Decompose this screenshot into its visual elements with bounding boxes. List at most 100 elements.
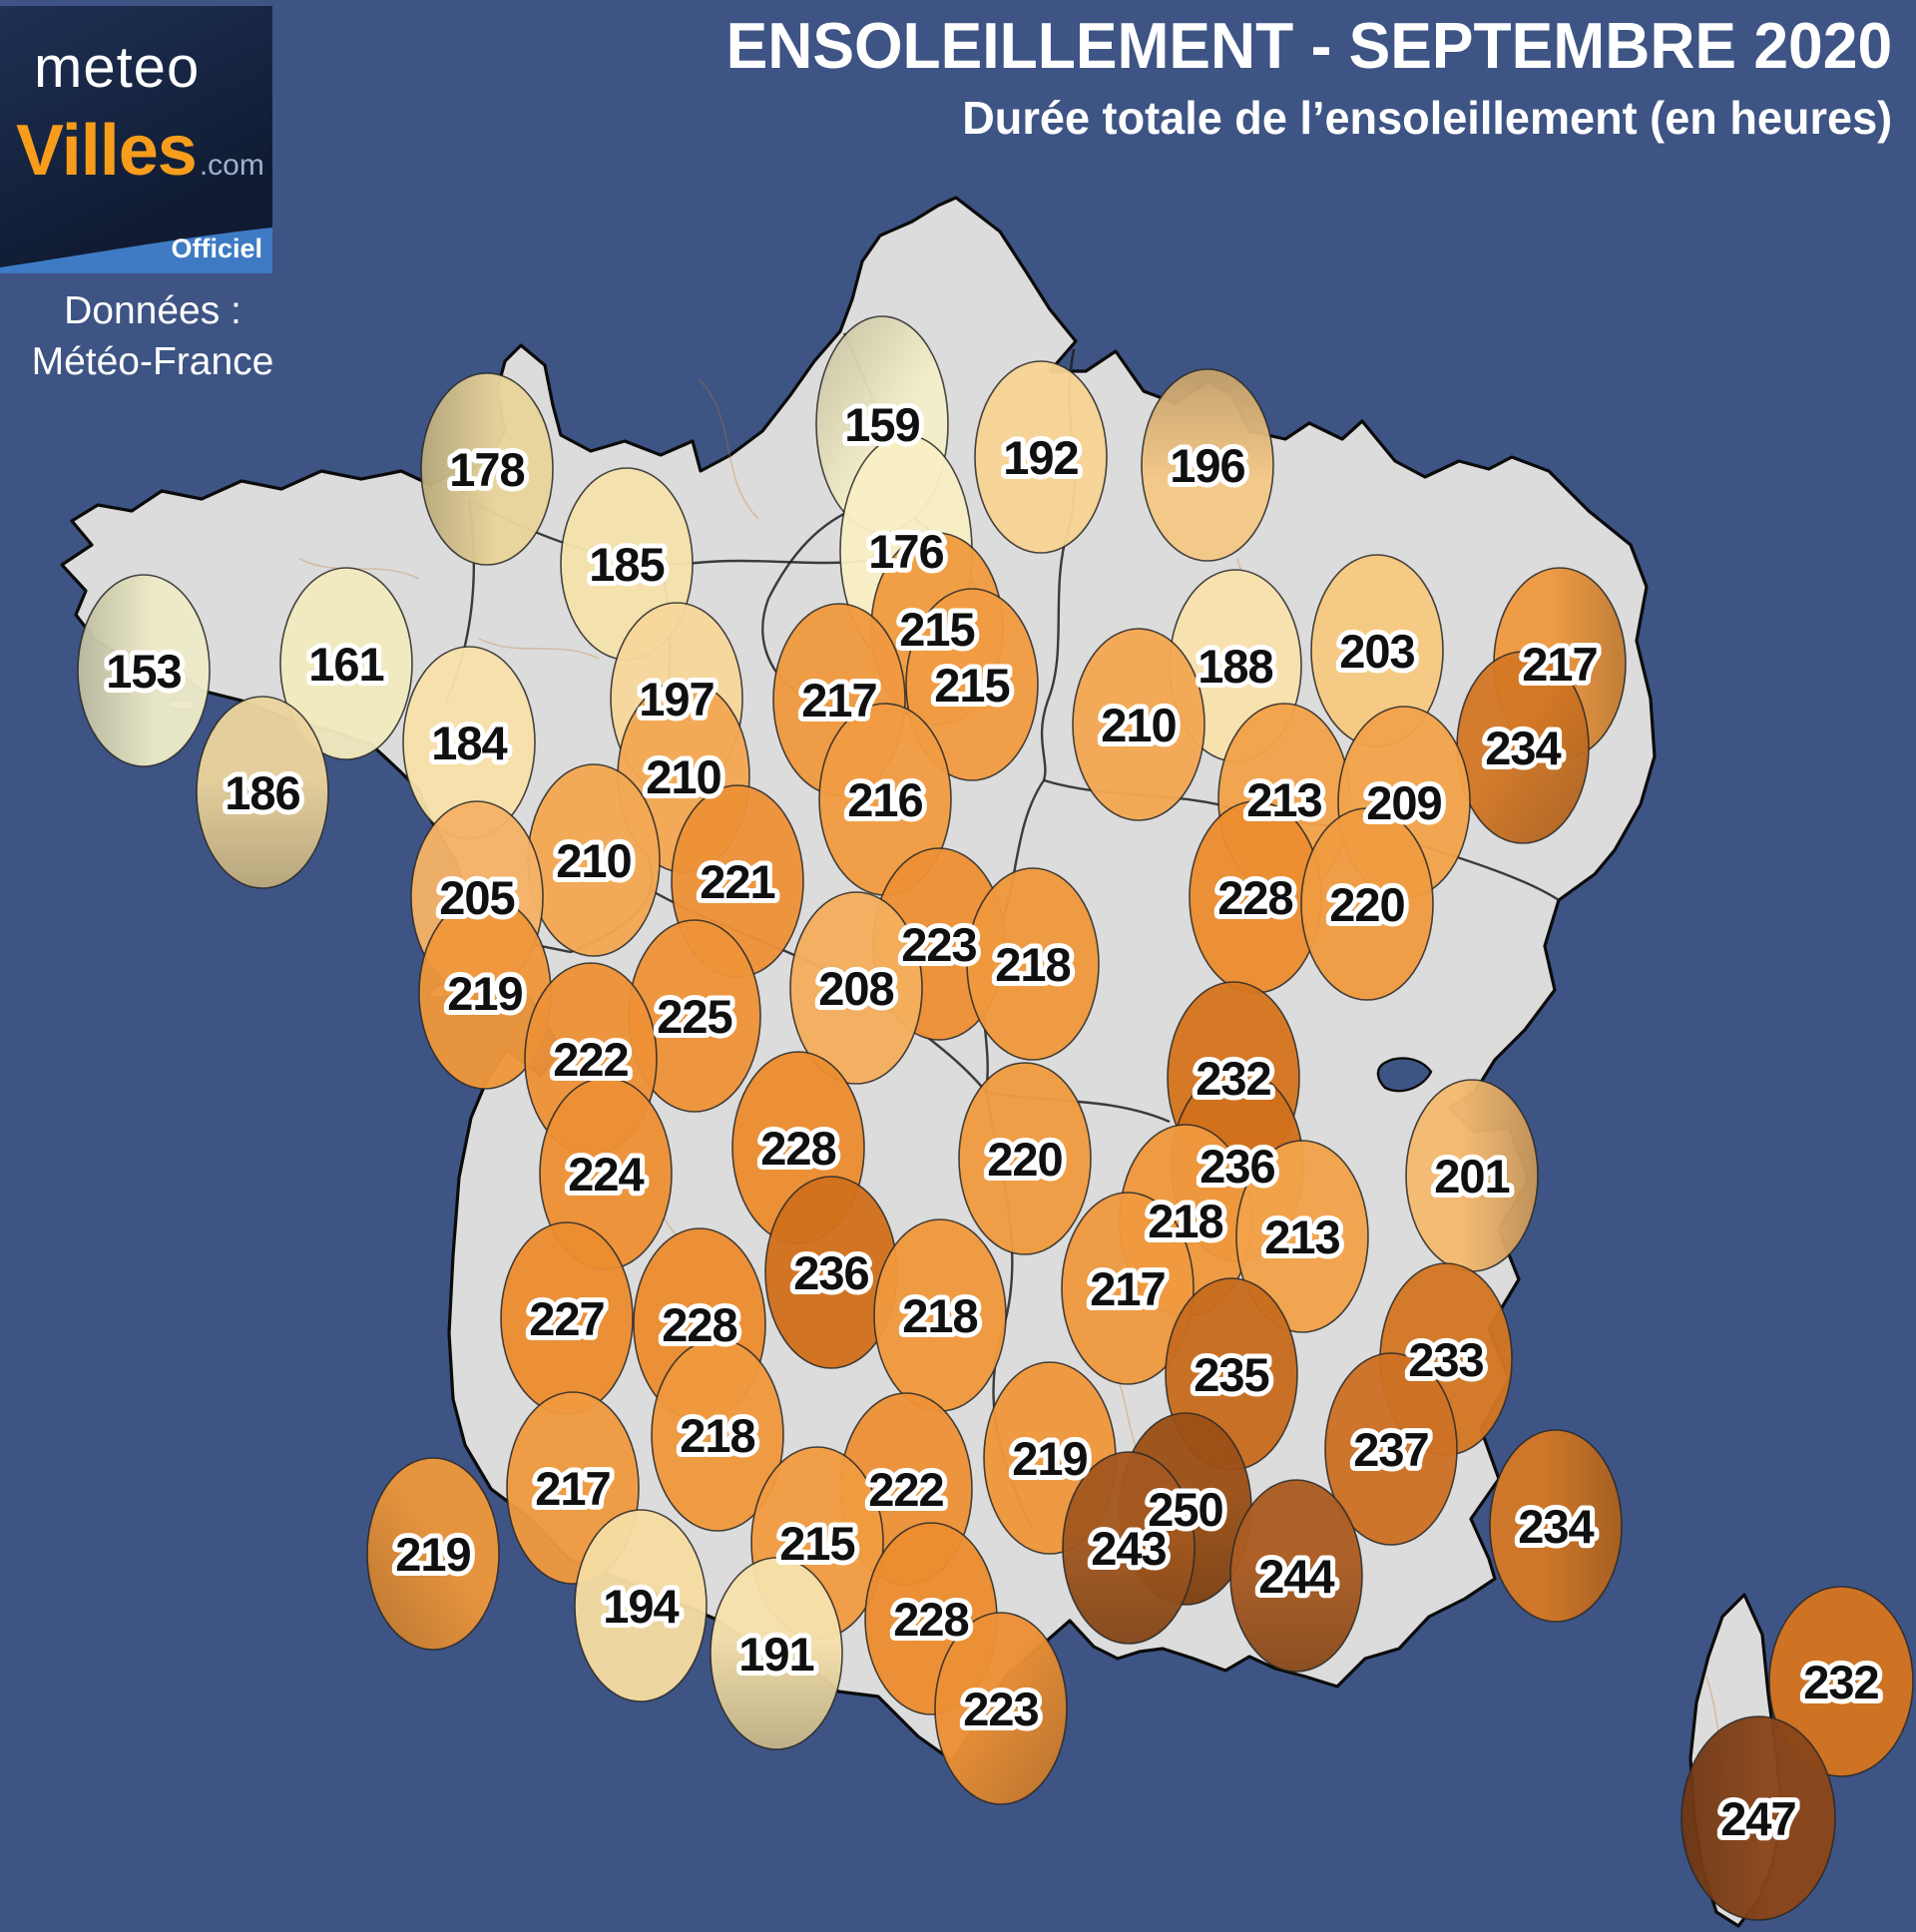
sunshine-value: 192 [1003,431,1078,484]
sunshine-value: 205 [439,871,514,924]
sunshine-bubble [1229,1479,1363,1673]
sunshine-value: 215 [934,659,1009,712]
sunshine-value: 219 [447,967,522,1020]
sunshine-value: 232 [1803,1656,1878,1708]
sunshine-value: 222 [868,1463,943,1516]
header: ENSOLEILLEMENT - SEPTEMBRE 2020 Durée to… [678,8,1892,145]
sunshine-value: 209 [1366,776,1441,829]
logo-text-villes: Villes .com [16,110,264,192]
sunshine-bubble [366,1457,500,1651]
sunshine-bubble [974,360,1108,554]
sunshine-bubble [1062,1451,1196,1645]
sunshine-bubble [958,1062,1092,1255]
logo-text-com: .com [199,149,264,182]
sunshine-value: 217 [1090,1262,1165,1315]
sunshine-value: 217 [1522,638,1597,691]
sunshine-value: 228 [1217,871,1292,924]
sunshine-value: 222 [553,1033,628,1086]
logo-text-meteo: meteo [34,35,201,100]
sunshine-value: 213 [1264,1210,1339,1263]
sunshine-value: 219 [1012,1432,1087,1485]
sunshine-value: 161 [308,638,383,691]
sunshine-value: 218 [680,1409,754,1462]
sunshine-bubble [1768,1586,1914,1777]
sunshine-value: 197 [639,673,714,725]
source-line1: Données : [64,289,241,332]
sunshine-bubble [934,1612,1068,1805]
sunshine-value: 232 [1196,1052,1270,1105]
sunshine-value: 237 [1353,1423,1428,1476]
sunshine-value: 223 [963,1683,1038,1735]
sunshine-value: 218 [1148,1195,1222,1247]
sunshine-value: 215 [899,603,974,656]
sunshine-value: 250 [1148,1483,1222,1536]
sunshine-value: 203 [1339,625,1414,678]
sunshine-value: 196 [1170,439,1244,492]
sunshine-bubble [77,574,211,767]
sunshine-value: 185 [589,538,664,591]
sunshine-value: 218 [902,1289,977,1342]
sunshine-value: 223 [901,918,976,971]
sunshine-bubble [420,372,554,566]
sunshine-value: 178 [449,443,524,496]
logo-badge-officiel: Officiel [171,234,262,263]
logo-swoosh-icon [0,228,272,273]
sunshine-value: 225 [657,990,731,1043]
sunshine-value: 236 [793,1246,868,1299]
sunshine-value: 191 [738,1628,813,1681]
sunshine-value: 244 [1258,1550,1334,1603]
sunshine-value: 194 [603,1580,679,1633]
sunshine-bubble [1141,368,1274,562]
page-title: ENSOLEILLEMENT - SEPTEMBRE 2020 [725,9,1892,82]
sunshine-value: 188 [1198,640,1272,693]
sunshine-value: 184 [431,717,507,769]
sunshine-value: 235 [1194,1348,1268,1401]
sunshine-value: 236 [1199,1140,1274,1193]
sunshine-bubble [1680,1715,1836,1921]
page-subtitle: Durée totale de l’ensoleillement (en heu… [962,92,1892,144]
sunshine-value: 215 [779,1517,854,1570]
sunshine-bubble [1235,1140,1369,1333]
sunshine-value: 227 [529,1292,604,1345]
sunshine-value: 201 [1434,1150,1509,1203]
sunshine-value: 243 [1091,1522,1166,1575]
sunshine-value: 216 [847,773,922,826]
sunshine-bubble [1489,1429,1623,1623]
sunshine-value: 228 [662,1298,736,1351]
sunshine-value: 247 [1720,1792,1795,1845]
sunshine-value: 218 [995,938,1070,991]
sunshine-bubble [196,696,329,889]
sunshine-value: 224 [568,1148,644,1201]
sunshine-bubble [279,567,413,760]
sunshine-bubble [710,1557,843,1750]
sunshine-bubble [789,891,923,1085]
sunshine-value: 159 [844,398,919,451]
sunshine-value: 220 [987,1133,1062,1186]
sunshine-value: 217 [535,1462,610,1515]
sunshine-value: 153 [106,645,181,698]
lake-geneva [1376,1057,1433,1093]
sunshine-value: 221 [700,855,774,908]
sunshine-value: 220 [1329,878,1404,931]
sunshine-value: 228 [893,1593,968,1646]
sunshine-bubble [574,1509,708,1702]
sunshine-bubble [1324,1352,1458,1546]
sunshine-value: 210 [1101,699,1176,751]
sunshine-bubble [1300,807,1434,1001]
data-source: Données : Météo-France [0,285,305,387]
sunshine-bubble [651,1338,784,1532]
sunshine-bubble [966,867,1100,1061]
meteovilles-logo[interactable]: meteo Villes .com Officiel [0,6,272,273]
sunshine-value: 213 [1246,773,1321,826]
sunshine-bubbles: 159 192 196 178 176 185 153 161 215 217 203 188 197 2… [77,315,1914,1921]
sunshine-value: 234 [1518,1500,1594,1553]
sunshine-value: 210 [556,834,631,887]
sunshine-value: 208 [818,962,893,1015]
sunshine-bubble [905,588,1039,781]
sunshine-bubble [1061,1192,1195,1385]
sunshine-value: 176 [868,525,943,578]
sunshine-value: 217 [801,674,876,726]
sunshine-value: 228 [760,1122,835,1175]
